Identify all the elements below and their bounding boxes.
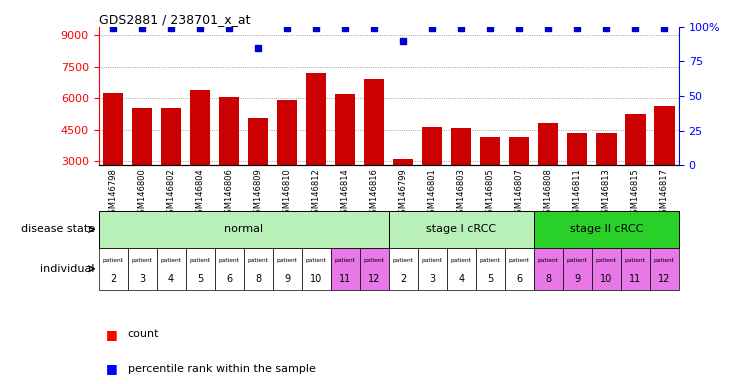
Bar <box>654 106 675 165</box>
Text: 2: 2 <box>400 274 407 285</box>
Text: 3: 3 <box>139 274 145 285</box>
Bar <box>185 248 215 290</box>
Bar <box>215 248 244 290</box>
Bar <box>422 127 442 165</box>
Text: patient: patient <box>480 258 501 263</box>
Bar <box>128 248 157 290</box>
Bar <box>538 123 558 165</box>
Bar <box>277 100 297 165</box>
Text: 6: 6 <box>516 274 523 285</box>
Bar <box>99 248 128 290</box>
Text: ■: ■ <box>106 328 118 341</box>
Bar <box>360 248 389 290</box>
Bar <box>592 248 621 290</box>
Bar <box>157 248 185 290</box>
Text: stage II cRCC: stage II cRCC <box>569 224 643 235</box>
Bar <box>563 248 592 290</box>
Bar <box>418 248 447 290</box>
Text: normal: normal <box>224 224 264 235</box>
Bar <box>301 248 331 290</box>
Text: 4: 4 <box>168 274 174 285</box>
Bar <box>650 248 679 290</box>
Bar <box>306 73 326 165</box>
Text: 12: 12 <box>658 274 671 285</box>
Text: patient: patient <box>161 258 182 263</box>
Text: GDS2881 / 238701_x_at: GDS2881 / 238701_x_at <box>99 13 250 26</box>
Bar <box>621 248 650 290</box>
Text: disease state: disease state <box>20 224 95 235</box>
Text: 11: 11 <box>339 274 351 285</box>
Text: patient: patient <box>306 258 326 263</box>
Text: 8: 8 <box>545 274 551 285</box>
Text: count: count <box>128 329 159 339</box>
Bar <box>476 248 505 290</box>
Text: patient: patient <box>509 258 530 263</box>
Bar <box>190 90 210 165</box>
Text: 3: 3 <box>429 274 435 285</box>
Text: 5: 5 <box>197 274 203 285</box>
Text: patient: patient <box>277 258 298 263</box>
Text: 6: 6 <box>226 274 232 285</box>
Bar <box>393 159 413 165</box>
Text: patient: patient <box>654 258 675 263</box>
Text: ■: ■ <box>106 362 118 375</box>
Bar <box>447 248 476 290</box>
Bar <box>480 137 501 165</box>
Text: stage I cRCC: stage I cRCC <box>426 224 496 235</box>
Text: patient: patient <box>335 258 356 263</box>
Bar <box>103 93 123 165</box>
Bar <box>244 248 273 290</box>
Bar <box>335 94 356 165</box>
Text: 9: 9 <box>284 274 291 285</box>
Text: 12: 12 <box>368 274 380 285</box>
Bar <box>364 79 385 165</box>
Bar <box>451 129 472 165</box>
Text: 10: 10 <box>310 274 323 285</box>
Bar <box>534 248 563 290</box>
Bar <box>219 97 239 165</box>
Text: patient: patient <box>131 258 153 263</box>
Text: patient: patient <box>364 258 385 263</box>
Bar <box>99 211 389 248</box>
Text: patient: patient <box>103 258 123 263</box>
Bar <box>273 248 301 290</box>
Text: percentile rank within the sample: percentile rank within the sample <box>128 364 315 374</box>
Bar <box>389 248 418 290</box>
Bar <box>567 132 588 165</box>
Text: 2: 2 <box>110 274 116 285</box>
Bar <box>505 248 534 290</box>
Bar <box>161 108 181 165</box>
Bar <box>509 137 529 165</box>
Text: patient: patient <box>567 258 588 263</box>
Text: 4: 4 <box>458 274 464 285</box>
Text: 11: 11 <box>629 274 642 285</box>
Bar <box>331 248 360 290</box>
Bar <box>596 132 617 165</box>
Text: patient: patient <box>451 258 472 263</box>
Text: patient: patient <box>538 258 558 263</box>
Text: patient: patient <box>190 258 210 263</box>
Text: patient: patient <box>625 258 646 263</box>
Text: patient: patient <box>422 258 442 263</box>
Bar <box>132 108 153 165</box>
Text: patient: patient <box>247 258 269 263</box>
Text: 8: 8 <box>255 274 261 285</box>
Text: individual: individual <box>40 264 95 274</box>
Text: 9: 9 <box>575 274 580 285</box>
Bar <box>248 118 269 165</box>
Bar <box>625 114 645 165</box>
Text: patient: patient <box>393 258 414 263</box>
Text: 10: 10 <box>600 274 612 285</box>
Text: patient: patient <box>219 258 239 263</box>
Text: patient: patient <box>596 258 617 263</box>
Bar <box>389 211 534 248</box>
Text: 5: 5 <box>487 274 493 285</box>
Bar <box>534 211 679 248</box>
